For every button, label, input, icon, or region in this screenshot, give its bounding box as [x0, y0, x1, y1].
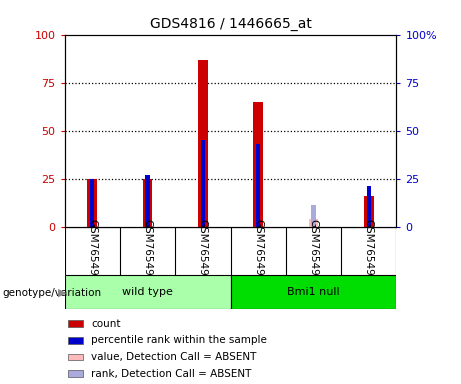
- Text: GSM765495: GSM765495: [308, 219, 319, 282]
- Bar: [198, 60, 208, 227]
- Text: count: count: [91, 319, 120, 329]
- Bar: [253, 102, 263, 227]
- Text: percentile rank within the sample: percentile rank within the sample: [91, 336, 267, 346]
- Bar: [87, 179, 97, 227]
- Text: GSM765494: GSM765494: [253, 219, 263, 282]
- Bar: [68, 320, 83, 327]
- Bar: [308, 219, 319, 227]
- Text: wild type: wild type: [122, 287, 173, 297]
- Bar: [311, 205, 316, 227]
- Bar: [90, 179, 95, 227]
- Bar: [142, 179, 153, 227]
- Text: value, Detection Call = ABSENT: value, Detection Call = ABSENT: [91, 352, 256, 362]
- Bar: [364, 196, 374, 227]
- Text: GSM765492: GSM765492: [142, 219, 153, 282]
- Bar: [145, 175, 150, 227]
- Bar: [366, 186, 371, 227]
- Bar: [256, 144, 260, 227]
- Bar: [201, 140, 205, 227]
- Bar: [68, 370, 83, 377]
- Bar: [230, 275, 396, 309]
- Text: rank, Detection Call = ABSENT: rank, Detection Call = ABSENT: [91, 369, 251, 379]
- Bar: [68, 337, 83, 344]
- Text: GSM765491: GSM765491: [87, 219, 97, 282]
- Text: ▶: ▶: [58, 288, 66, 298]
- Text: genotype/variation: genotype/variation: [2, 288, 101, 298]
- Text: GSM765493: GSM765493: [198, 219, 208, 282]
- Title: GDS4816 / 1446665_at: GDS4816 / 1446665_at: [149, 17, 312, 31]
- Text: Bmi1 null: Bmi1 null: [287, 287, 340, 297]
- Text: GSM765496: GSM765496: [364, 219, 374, 282]
- Bar: [68, 354, 83, 361]
- Bar: [65, 275, 230, 309]
